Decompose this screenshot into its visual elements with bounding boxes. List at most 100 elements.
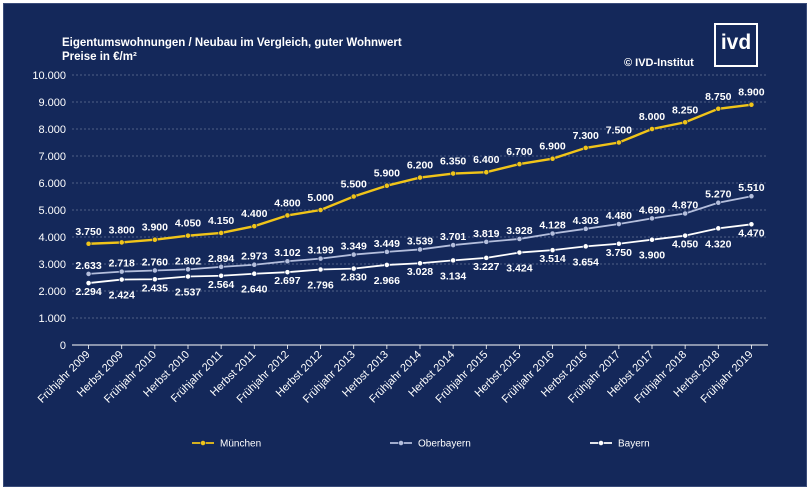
data-label: 3.750 xyxy=(606,247,632,259)
data-point xyxy=(118,276,125,283)
data-point xyxy=(218,230,225,236)
data-label: 2.537 xyxy=(175,287,201,299)
data-label: 7.300 xyxy=(573,130,599,142)
data-label: 3.539 xyxy=(407,235,433,247)
y-tick-label: 6.000 xyxy=(38,178,66,190)
data-point xyxy=(85,240,92,247)
data-point xyxy=(516,236,523,242)
data-point xyxy=(317,255,324,262)
data-label: 4.690 xyxy=(639,204,665,216)
data-point xyxy=(649,236,655,243)
series-lines xyxy=(85,101,755,286)
data-point xyxy=(549,230,556,237)
data-label: 3.701 xyxy=(440,231,466,243)
data-label: 6.400 xyxy=(473,154,499,166)
data-point xyxy=(615,139,622,146)
data-label: 2.966 xyxy=(374,275,400,287)
chart-frame: Eigentumswohnungen / Neubau im Vergleich… xyxy=(3,3,807,487)
data-label: 3.424 xyxy=(506,263,532,275)
y-tick-label: 2.000 xyxy=(38,286,66,298)
data-point xyxy=(483,254,490,261)
data-point xyxy=(284,269,291,276)
data-point xyxy=(516,249,523,256)
data-point xyxy=(151,276,158,283)
data-label: 2.802 xyxy=(175,255,201,267)
data-label: 5.000 xyxy=(307,192,333,204)
data-point xyxy=(516,161,523,167)
data-label: 4.480 xyxy=(606,210,632,222)
data-label: 8.750 xyxy=(705,91,731,103)
data-point xyxy=(383,262,390,268)
data-point xyxy=(317,266,324,273)
data-point xyxy=(582,225,589,232)
data-point xyxy=(151,267,158,274)
data-point xyxy=(218,263,225,270)
data-label: 4.400 xyxy=(241,208,267,220)
y-tick-label: 1.000 xyxy=(38,313,66,325)
data-label: 3.028 xyxy=(407,266,433,278)
data-label: 3.449 xyxy=(374,238,400,250)
data-label: 4.470 xyxy=(738,227,764,239)
data-point xyxy=(450,242,457,248)
data-label: 3.349 xyxy=(341,241,367,253)
data-label: 8.900 xyxy=(738,87,764,99)
data-label: 4.050 xyxy=(175,218,201,230)
y-tick-label: 0 xyxy=(60,340,66,352)
data-label: 2.294 xyxy=(75,286,101,298)
data-point xyxy=(682,232,689,239)
data-point xyxy=(715,225,722,232)
data-label: 4.800 xyxy=(274,197,300,209)
data-point xyxy=(682,210,689,217)
data-label: 4.050 xyxy=(672,239,698,251)
data-labels: 3.750 3.800 3.900 4.050 4.150 4.400 4.800 5.000… xyxy=(75,87,764,302)
data-point xyxy=(450,257,457,264)
data-point xyxy=(251,270,258,277)
ivd-logo: ivd xyxy=(714,23,758,67)
data-label: 2.760 xyxy=(142,256,168,268)
data-label: 3.654 xyxy=(573,256,599,268)
data-point xyxy=(748,221,755,228)
y-tick-label: 7.000 xyxy=(38,151,66,163)
y-tick-label: 8.000 xyxy=(38,124,66,136)
data-point xyxy=(417,174,423,181)
data-label: 2.564 xyxy=(208,279,234,291)
data-label: 3.134 xyxy=(440,270,466,282)
y-tick-label: 3.000 xyxy=(38,259,66,271)
data-label: 3.227 xyxy=(473,261,499,273)
y-axis-ticks: 0 1.000 2.000 3.000 4.000 5.000 6.000 7.000 8.00… xyxy=(32,70,66,352)
data-point xyxy=(682,119,689,126)
data-point xyxy=(582,144,589,151)
data-point xyxy=(185,266,191,273)
data-point xyxy=(218,272,225,279)
data-point xyxy=(582,243,589,250)
data-point xyxy=(417,246,423,253)
data-label: 2.796 xyxy=(307,280,333,292)
data-label: 3.819 xyxy=(473,228,499,240)
data-label: 2.830 xyxy=(341,272,367,284)
data-label: 3.900 xyxy=(142,222,168,234)
data-label: 3.800 xyxy=(109,224,135,236)
legend-label: Bayern xyxy=(618,439,650,450)
data-point xyxy=(483,238,490,245)
data-label: 4.303 xyxy=(573,215,599,227)
legend-marker xyxy=(598,440,604,446)
data-label: 7.500 xyxy=(606,125,632,137)
data-point xyxy=(251,261,258,268)
data-label: 3.199 xyxy=(307,245,333,257)
data-point xyxy=(748,193,755,200)
data-label: 3.102 xyxy=(274,247,300,259)
data-point xyxy=(748,101,755,108)
data-point xyxy=(251,223,258,230)
ivd-logo-text: ivd xyxy=(720,31,752,54)
data-point xyxy=(383,248,390,255)
data-point xyxy=(284,258,291,265)
data-label: 4.870 xyxy=(672,200,698,212)
legend-label: Oberbayern xyxy=(418,439,471,450)
data-point xyxy=(450,170,457,177)
data-point xyxy=(350,251,357,258)
legend-marker xyxy=(200,440,206,446)
data-label: 5.510 xyxy=(738,182,764,194)
data-point xyxy=(383,182,390,189)
